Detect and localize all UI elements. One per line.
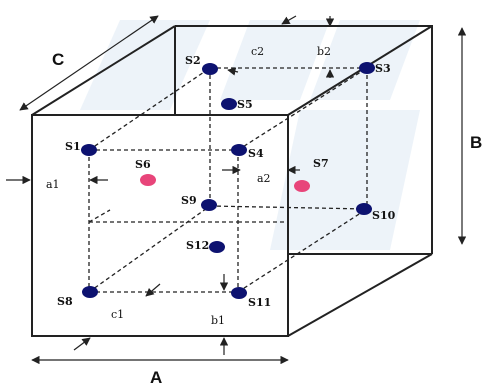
dimension-b-label: B	[470, 133, 482, 152]
sensor-s3-dot	[359, 62, 375, 74]
gap-arrows	[6, 15, 335, 355]
sensor-s2-label: S2	[185, 54, 201, 67]
dimension-arrows	[19, 15, 467, 365]
sensor-s5-label: S5	[237, 98, 253, 111]
sensor-s10-label: S10	[372, 209, 396, 222]
sensor-s1-label: S1	[65, 140, 81, 153]
gap-label-b1: b1	[211, 314, 225, 327]
sensor-s7-label: S7	[313, 157, 329, 170]
sensor-s6-label: S6	[135, 158, 151, 171]
sensor-s11-label: S11	[248, 296, 271, 309]
sensor-s12-dot	[209, 241, 225, 253]
sensors: S1 S2 S3 S4 S5 S6 S7 S8 S9 S10 S11 S12	[57, 54, 396, 309]
sensor-s12-label: S12	[186, 239, 209, 252]
gap-label-a1: a1	[46, 178, 60, 191]
sensor-s11-dot	[231, 287, 247, 299]
gap-label-c1: c1	[111, 308, 124, 321]
sensor-s4-label: S4	[248, 147, 264, 160]
sensor-s10-dot	[356, 203, 372, 215]
sensor-s2-dot	[202, 63, 218, 75]
sensor-s8-label: S8	[57, 295, 73, 308]
sensor-s7-dot	[294, 180, 310, 192]
dimension-c-arrow	[19, 15, 159, 111]
sensor-s8-dot	[82, 286, 98, 298]
inner-cube-dashed	[88, 67, 368, 293]
sensor-s9-label: S9	[181, 194, 197, 207]
sensor-s5-dot	[221, 98, 237, 110]
dimension-a-label: A	[150, 368, 162, 385]
dimension-c-label: C	[52, 50, 64, 69]
gap-label-b2: b2	[317, 45, 331, 58]
sensor-s3-label: S3	[375, 62, 391, 75]
gap-label-c2: c2	[251, 45, 264, 58]
sensor-s9-dot	[201, 199, 217, 211]
sensor-s4-dot	[231, 144, 247, 156]
gap-label-a2: a2	[257, 172, 271, 185]
sensor-s6-dot	[140, 174, 156, 186]
sensor-s1-dot	[81, 144, 97, 156]
